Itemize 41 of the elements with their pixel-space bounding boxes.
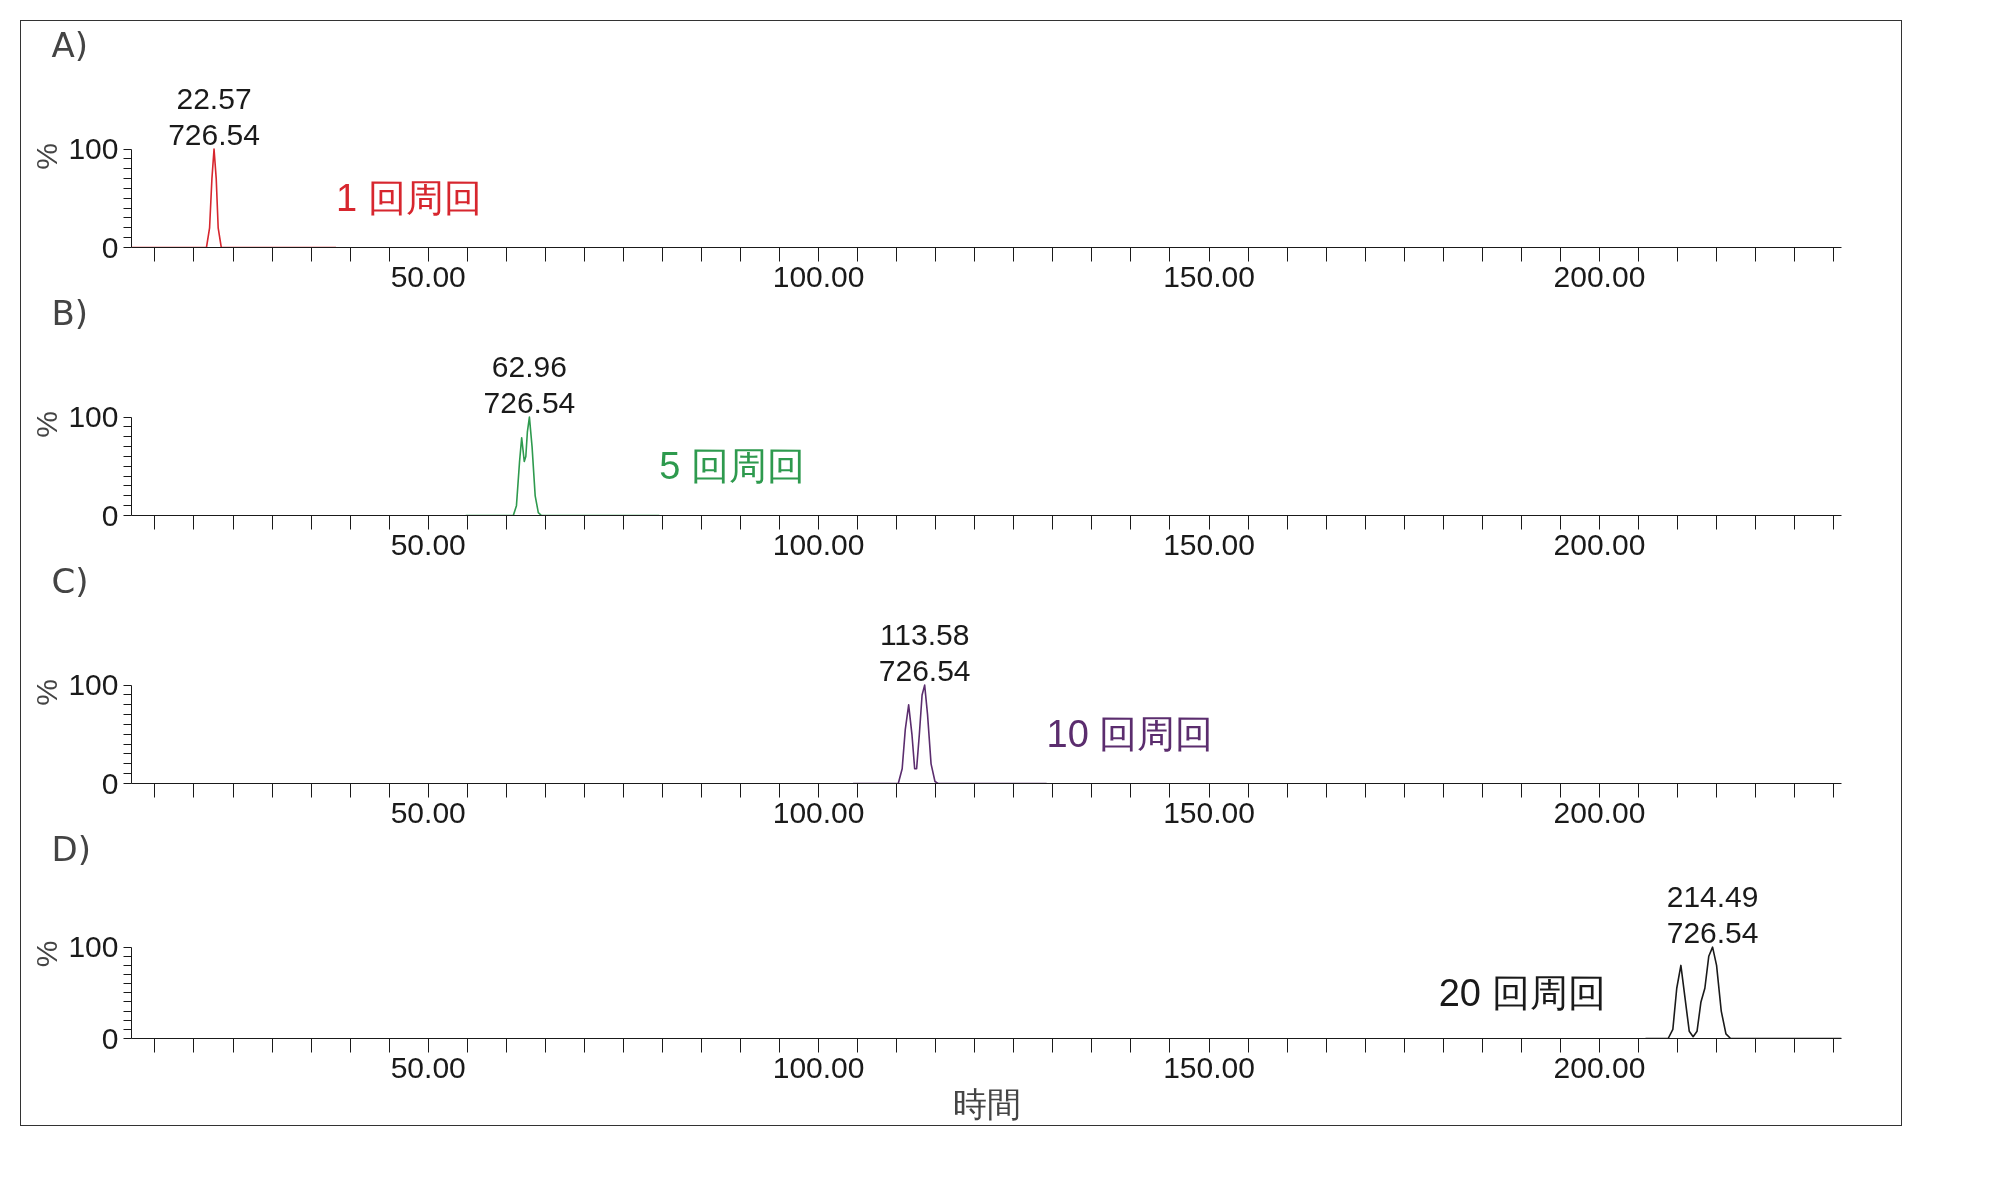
x-tick-label: 50.00 (390, 795, 466, 829)
y-tick-label: 100 (68, 930, 119, 964)
x-tick-label: 50.00 (390, 1050, 466, 1084)
y-tick-label: 100 (68, 668, 119, 702)
series-label: 10 回周回 (1046, 713, 1214, 756)
y-axis-title: % (30, 143, 64, 170)
y-axis-title: % (30, 411, 64, 438)
x-tick-label: 150.00 (1163, 1050, 1255, 1084)
y-tick-label: 100 (68, 400, 119, 434)
y-tick-label: 0 (101, 230, 119, 264)
chart-title: B) (51, 292, 89, 333)
annotation: 22.57 726.54 (168, 82, 260, 152)
chart-title: D) (51, 828, 91, 869)
y-axis-title: % (30, 940, 64, 968)
y-tick-label: 100 (68, 132, 119, 166)
x-tick-label: 150.00 (1163, 795, 1255, 829)
annotation: 214.49 726.54 (1666, 880, 1759, 950)
chart-title: C) (51, 560, 89, 601)
x-tick-label: 100.00 (772, 527, 865, 561)
annotation: 113.58 726.54 (878, 618, 971, 688)
y-tick-label: 0 (101, 766, 119, 800)
x-tick-label: 200.00 (1553, 259, 1646, 293)
x-tick-label: 50.00 (390, 259, 466, 293)
series-label: 5 回周回 (659, 445, 806, 488)
x-tick-label: 200.00 (1553, 795, 1646, 829)
series-label: 20 回周回 (1438, 971, 1606, 1014)
x-tick-label: 100.00 (772, 1050, 865, 1084)
y-axis-title: % (30, 679, 64, 706)
x-tick-label: 200.00 (1553, 527, 1646, 561)
y-tick-label: 0 (101, 1021, 119, 1055)
x-tick-label: 150.00 (1163, 259, 1255, 293)
series-label: 1 回周回 (336, 177, 482, 220)
chart-title: A) (51, 24, 89, 65)
x-tick-label: 200.00 (1553, 1050, 1646, 1084)
x-tick-label: 100.00 (772, 259, 865, 293)
x-tick-label: 50.00 (390, 527, 466, 561)
annotation: 62.96 726.54 (483, 350, 576, 420)
x-tick-label: 150.00 (1163, 527, 1255, 561)
y-tick-label: 0 (101, 498, 119, 532)
x-tick-label: 100.00 (772, 795, 865, 829)
x-axis-title: 時間 (952, 1084, 1021, 1123)
